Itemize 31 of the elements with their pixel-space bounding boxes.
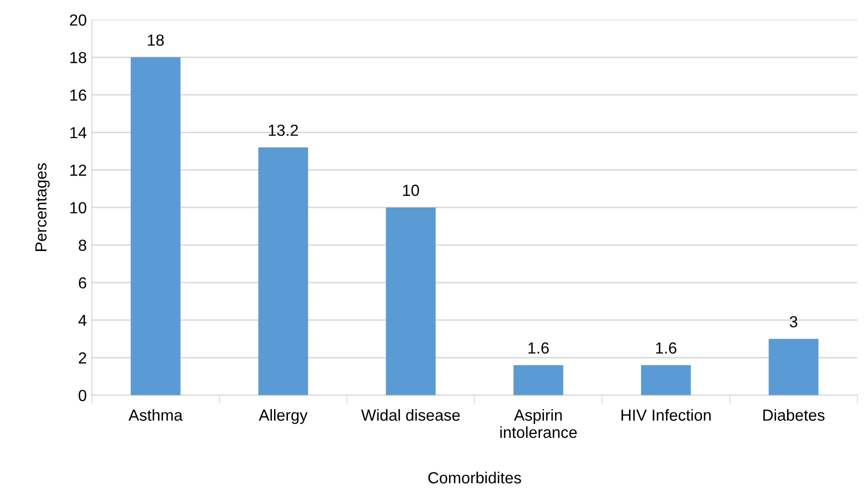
bar	[130, 57, 180, 396]
y-tick-label: 6	[78, 277, 86, 289]
bar	[258, 147, 308, 396]
y-tick-label: 20	[70, 14, 86, 26]
bar	[513, 365, 564, 396]
y-tick-label: 14	[70, 127, 86, 138]
bar	[641, 365, 691, 396]
y-tick-label: 12	[70, 164, 86, 176]
x-tick-label: Widal disease	[361, 409, 460, 421]
x-axis-title: Comorbidites	[428, 472, 522, 484]
data-label: 13.2	[268, 124, 298, 136]
x-tick-label: Aspirin intolerance	[500, 409, 577, 438]
y-tick-label: 2	[78, 352, 86, 364]
data-label: 3	[790, 316, 798, 328]
bar	[768, 338, 818, 396]
data-label: 1.6	[656, 342, 676, 354]
data-label: 10	[403, 184, 420, 196]
data-label: 18	[148, 34, 164, 46]
bar	[386, 207, 436, 396]
y-tick-label: 10	[70, 202, 86, 214]
x-tick-label: HIV Infection	[622, 409, 711, 421]
y-tick-label: 0	[78, 390, 86, 402]
x-tick-label: Allergy	[258, 409, 308, 424]
y-axis-title: Percentages	[35, 163, 50, 252]
y-tick-label: 16	[70, 89, 86, 101]
y-tick-label: 8	[78, 240, 86, 251]
x-tick-label: Diabetes	[763, 409, 824, 421]
data-label: 1.6	[528, 342, 549, 354]
y-tick-label: 18	[70, 52, 86, 64]
x-tick-label: Asthma	[128, 409, 183, 421]
y-tick-label: 4	[78, 314, 86, 326]
